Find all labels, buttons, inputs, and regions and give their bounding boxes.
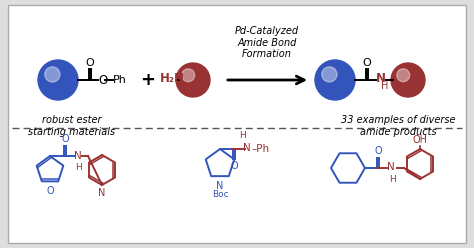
Circle shape (315, 60, 355, 100)
Circle shape (182, 69, 195, 82)
Text: H: H (240, 131, 246, 140)
Text: Pd-Catalyzed
Amide Bond
Formation: Pd-Catalyzed Amide Bond Formation (235, 26, 299, 59)
Text: O: O (230, 161, 238, 171)
Circle shape (397, 69, 410, 82)
Text: robust ester
starting materials: robust ester starting materials (28, 115, 116, 137)
Text: O: O (46, 186, 54, 196)
Text: O: O (98, 73, 107, 87)
Text: N: N (74, 151, 82, 161)
Text: O: O (363, 58, 372, 67)
Circle shape (176, 63, 210, 97)
Text: Boc: Boc (212, 190, 228, 199)
Text: N: N (98, 188, 106, 198)
Text: N: N (243, 143, 251, 153)
Text: H: H (76, 163, 82, 172)
Text: Ph: Ph (113, 75, 127, 85)
Text: O: O (374, 146, 382, 156)
Text: O: O (86, 58, 95, 67)
Circle shape (38, 60, 78, 100)
Text: N: N (376, 72, 386, 86)
Circle shape (322, 67, 337, 82)
Text: –Ph: –Ph (252, 144, 270, 154)
Circle shape (391, 63, 425, 97)
Text: H₂N: H₂N (160, 71, 185, 85)
Text: H: H (381, 81, 388, 91)
Text: N: N (387, 162, 395, 172)
Circle shape (45, 67, 60, 82)
Text: H: H (390, 175, 396, 184)
Text: O: O (62, 134, 69, 145)
Text: OH: OH (412, 135, 428, 145)
Text: +: + (140, 71, 155, 89)
Text: N: N (216, 181, 224, 191)
FancyBboxPatch shape (8, 5, 466, 243)
Text: 33 examples of diverse
amide products: 33 examples of diverse amide products (341, 115, 455, 137)
